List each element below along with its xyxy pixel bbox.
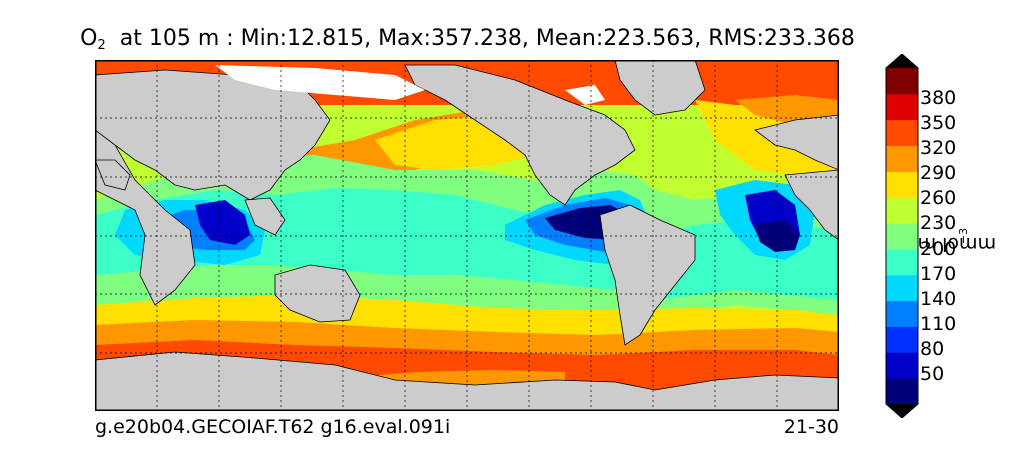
colorbar-tick-label: 140: [920, 288, 957, 310]
colorbar-level-4: [886, 274, 918, 302]
colorbar-level-7: [886, 197, 918, 224]
colorbar-tick-label: 380: [920, 87, 957, 109]
ocean-oxygen-map: [95, 60, 839, 411]
colorbar-level-0: [886, 378, 918, 405]
colorbar-tick-label: 320: [920, 137, 957, 159]
ocean-band-atlantic-50: [755, 220, 800, 252]
colorbar-level-2: [886, 326, 918, 353]
colorbar-tick-label: 80: [920, 338, 945, 360]
landmass-australia: [274, 264, 361, 323]
map-title: O2 at 105 m : Min:12.815, Max:357.238, M…: [0, 26, 935, 53]
landmass-africa: [95, 109, 196, 306]
title-variable-subscript: 2: [97, 38, 106, 53]
graticule: [95, 60, 839, 411]
map-frame: [95, 60, 839, 411]
title-variable: O: [80, 26, 98, 51]
landmass-north-america: [404, 64, 636, 206]
colorbar-tick-label: 230: [920, 212, 957, 234]
sea-ice-arctic: [215, 65, 425, 100]
colorbar-level-3: [886, 300, 918, 327]
colorbar-level-12: [886, 68, 918, 95]
title-statistics: at 105 m : Min:12.815, Max:357.238, Mean…: [119, 26, 855, 51]
colorbar-extend-min-tip: [886, 404, 918, 418]
colorbar-level-9: [886, 145, 918, 172]
colorbar-tick-label: 200: [920, 238, 957, 260]
colorbar-tick-label: 50: [920, 363, 945, 385]
run-id-caption: g.e20b04.GECOIAF.T62 g16.eval.091i: [95, 416, 451, 438]
colorbar-tick-label: 260: [920, 187, 957, 209]
year-range-caption: 21-30: [783, 416, 839, 438]
landmass-arabia: [95, 159, 131, 191]
landmass-southeast-asia: [244, 197, 286, 236]
colorbar-level-8: [886, 171, 918, 198]
colorbar-level-5: [886, 248, 918, 276]
colorbar-tick-label: 110: [920, 313, 957, 335]
colorbar-tick-label: 170: [920, 263, 957, 285]
colorbar-outline: [885, 54, 919, 418]
colorbar: [885, 54, 919, 418]
sea-ice-hudson: [565, 85, 605, 105]
ocean-band-indian-80: [195, 200, 250, 245]
colorbar-level-1: [886, 352, 918, 379]
landmass-west-africa: [784, 169, 839, 241]
colorbar-level-6: [886, 223, 918, 250]
landmass-south-america: [599, 204, 696, 346]
units-label: mmol m: [917, 233, 997, 256]
landmass-europe: [754, 114, 839, 171]
landmass-greenland: [614, 60, 706, 116]
colorbar-extend-max: [886, 54, 918, 68]
colorbar-level-11: [886, 93, 918, 121]
colorbar-tick-label: 290: [920, 162, 957, 184]
colorbar-level-10: [886, 119, 918, 147]
colorbar-tick-label: 350: [920, 112, 957, 134]
